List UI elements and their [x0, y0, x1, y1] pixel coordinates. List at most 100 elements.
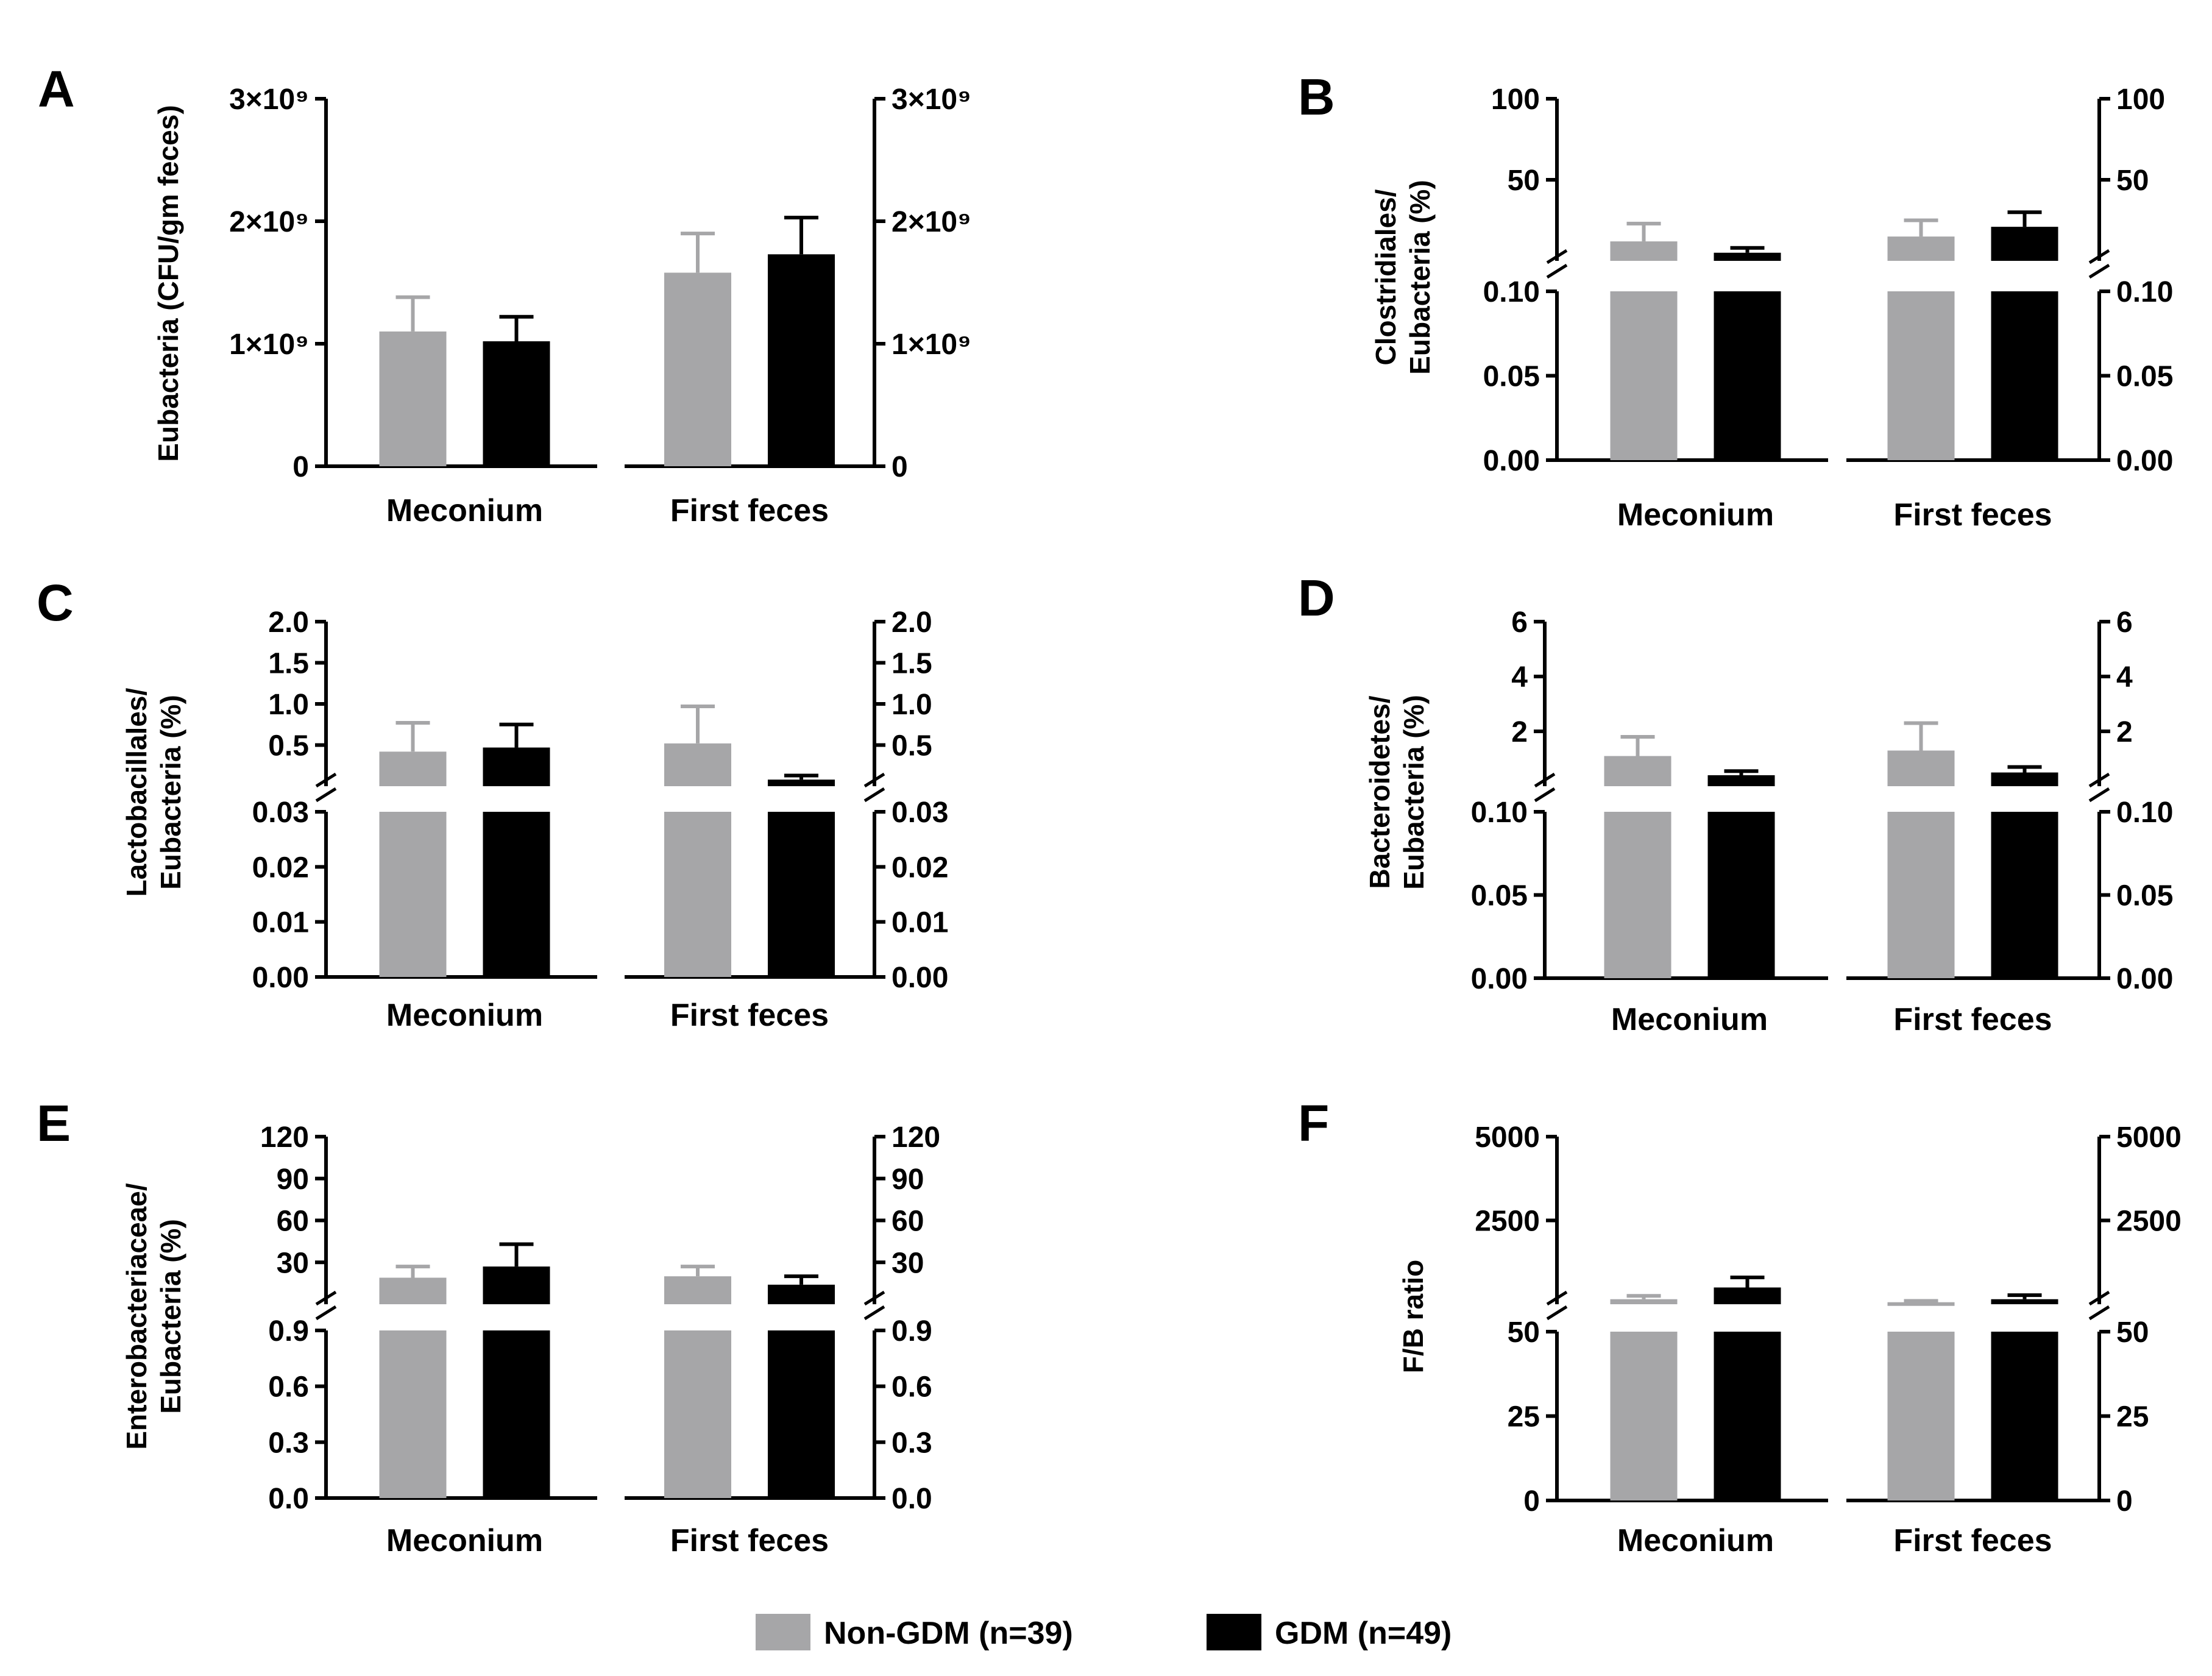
- y-tick-label-left: 0.03: [252, 797, 309, 829]
- y-tick-label-left: 5000: [1475, 1121, 1540, 1154]
- error-bar-gdm-meconium: [1730, 1276, 1765, 1288]
- bar-upper-non-gdm-meconium: [1610, 1299, 1678, 1304]
- axis-break-right: [863, 772, 885, 803]
- y-tick-label-right: 0.10: [2116, 797, 2173, 829]
- y-tick-label-right: 4: [2116, 661, 2133, 694]
- error-bar-non-gdm-meconium: [395, 721, 430, 752]
- y-tick-label-right: 0.00: [2116, 963, 2173, 995]
- error-bar-gdm-first-feces: [784, 773, 818, 780]
- error-bar-non-gdm-meconium: [1626, 1294, 1661, 1299]
- y-tick-label-left: 120: [260, 1121, 309, 1154]
- error-bar-non-gdm-meconium: [395, 1265, 430, 1278]
- error-bar-non-gdm-first-feces: [681, 705, 715, 744]
- error-bar-gdm-meconium: [499, 314, 534, 341]
- bar-lower-non-gdm-first-feces: [1887, 812, 1955, 978]
- y-tick-label-right: 50: [2116, 165, 2149, 197]
- y-tick-label-right: 1×10⁹: [892, 328, 971, 361]
- y-tick-label-left: 1.5: [268, 648, 309, 680]
- bar-non-gdm-meconium: [379, 331, 447, 466]
- bar-lower-non-gdm-first-feces: [664, 1330, 731, 1498]
- y-axis-label-line: Clostridiales/: [1370, 189, 1402, 365]
- bar-upper-gdm-first-feces: [1991, 772, 2058, 786]
- y-tick-label-left: 30: [277, 1247, 309, 1279]
- error-bar-gdm-first-feces: [2007, 1293, 2042, 1299]
- y-tick-label-right: 0.01: [892, 907, 948, 939]
- y-tick-label-left: 1.0: [268, 689, 309, 721]
- bar-upper-gdm-first-feces: [1991, 1299, 2058, 1304]
- y-tick-label-left: 0.05: [1483, 361, 1540, 393]
- bar-lower-gdm-first-feces: [768, 1330, 835, 1498]
- axis-break-right: [863, 1290, 885, 1321]
- y-tick-label-left: 100: [1491, 83, 1540, 116]
- bar-lower-gdm-first-feces: [1991, 291, 2058, 460]
- error-bar-gdm-first-feces: [784, 215, 818, 255]
- axis-break-right: [2088, 772, 2110, 803]
- y-tick-label-right: 0.0: [892, 1483, 932, 1515]
- category-label-first-feces: First feces: [670, 998, 829, 1033]
- bar-lower-non-gdm-meconium: [379, 1330, 447, 1498]
- y-tick-label-left: 0.9: [268, 1315, 309, 1348]
- category-label-meconium: Meconium: [1617, 497, 1774, 533]
- y-tick-label-right: 0.03: [892, 797, 948, 829]
- y-tick-label-left: 2.0: [268, 606, 309, 639]
- y-tick-label-left: 60: [277, 1206, 309, 1238]
- y-tick-label-left: 2500: [1475, 1206, 1540, 1238]
- bar-lower-gdm-meconium: [1714, 1332, 1781, 1500]
- axis-break-left: [315, 772, 337, 803]
- y-axis-label-line: Eubacteria (%): [155, 1219, 186, 1414]
- error-bar-non-gdm-meconium: [1626, 221, 1661, 242]
- axis-break-right: [2088, 249, 2110, 279]
- bar-upper-gdm-first-feces: [1991, 227, 2058, 261]
- error-bar-gdm-meconium: [1724, 769, 1759, 775]
- legend: Non-GDM (n=39) GDM (n=49): [756, 1614, 1452, 1651]
- error-bar-gdm-first-feces: [2007, 765, 2042, 773]
- panel-letter-a: A: [38, 60, 75, 118]
- axis-break-left: [1546, 1290, 1568, 1321]
- y-axis-label-line: Eubacteria (%): [155, 695, 186, 890]
- bar-lower-gdm-meconium: [483, 812, 550, 977]
- y-axis-label-line: Eubacteria (%): [1404, 180, 1436, 375]
- bar-upper-non-gdm-first-feces: [664, 1276, 731, 1304]
- bar-lower-non-gdm-meconium: [1610, 291, 1678, 460]
- y-tick-label-right: 1.5: [892, 648, 932, 680]
- y-tick-label-right: 0.10: [2116, 276, 2173, 308]
- panel-letter-d: D: [1298, 569, 1335, 627]
- y-axis-label-line: Lactobacillales/: [121, 687, 152, 897]
- y-tick-label-right: 5000: [2116, 1121, 2182, 1154]
- y-tick-label-right: 1.0: [892, 689, 932, 721]
- y-axis-label-b: Clostridiales/Eubacteria (%): [1370, 180, 1436, 375]
- error-bar-non-gdm-meconium: [395, 295, 430, 332]
- y-tick-label-left: 0.00: [252, 962, 309, 994]
- y-tick-label-left: 3×10⁹: [229, 83, 309, 116]
- y-tick-label-right: 2500: [2116, 1206, 2182, 1238]
- bar-lower-non-gdm-meconium: [1610, 1332, 1678, 1500]
- panel-a: A Eubacteria (CFU/gm feces) 0 0 1×10⁹ 1×10⁹ 2×…: [38, 60, 971, 528]
- y-tick-label-right: 0.00: [2116, 445, 2173, 477]
- axis-break-left: [315, 1290, 337, 1321]
- panel-c: C Lactobacillales/Eubacteria (%) 0.00 0.00 0…: [37, 574, 948, 1033]
- bar-lower-non-gdm-meconium: [379, 812, 447, 977]
- y-tick-label-left: 0: [292, 451, 309, 483]
- bar-lower-gdm-first-feces: [768, 812, 835, 977]
- y-tick-label-right: 2.0: [892, 606, 932, 639]
- panel-f: F F/B ratio 0 0 25 25 50 50 2500 2500 5000 5000 Meco…: [1298, 1095, 2182, 1558]
- category-label-meconium: Meconium: [1617, 1523, 1774, 1558]
- y-tick-label-left: 0.6: [268, 1371, 309, 1404]
- bar-upper-gdm-meconium: [1714, 1287, 1781, 1304]
- bar-lower-gdm-first-feces: [1991, 1332, 2058, 1500]
- bar-upper-gdm-first-feces: [768, 1284, 835, 1304]
- bar-upper-gdm-meconium: [483, 1266, 550, 1304]
- bar-lower-gdm-meconium: [1707, 812, 1775, 978]
- y-tick-label-right: 60: [892, 1206, 924, 1238]
- y-tick-label-left: 25: [1508, 1401, 1540, 1433]
- y-tick-label-left: 50: [1508, 1316, 1540, 1349]
- bar-lower-gdm-meconium: [1714, 291, 1781, 460]
- y-tick-label-right: 120: [892, 1121, 940, 1154]
- bar-upper-gdm-meconium: [1714, 252, 1781, 261]
- bar-upper-gdm-first-feces: [768, 779, 835, 786]
- axis-break-right: [2088, 1290, 2110, 1321]
- bar-upper-non-gdm-first-feces: [1887, 236, 1955, 261]
- y-tick-label-right: 30: [892, 1247, 924, 1279]
- y-tick-label-left: 1×10⁹: [229, 328, 309, 361]
- bar-upper-non-gdm-first-feces: [1887, 750, 1955, 786]
